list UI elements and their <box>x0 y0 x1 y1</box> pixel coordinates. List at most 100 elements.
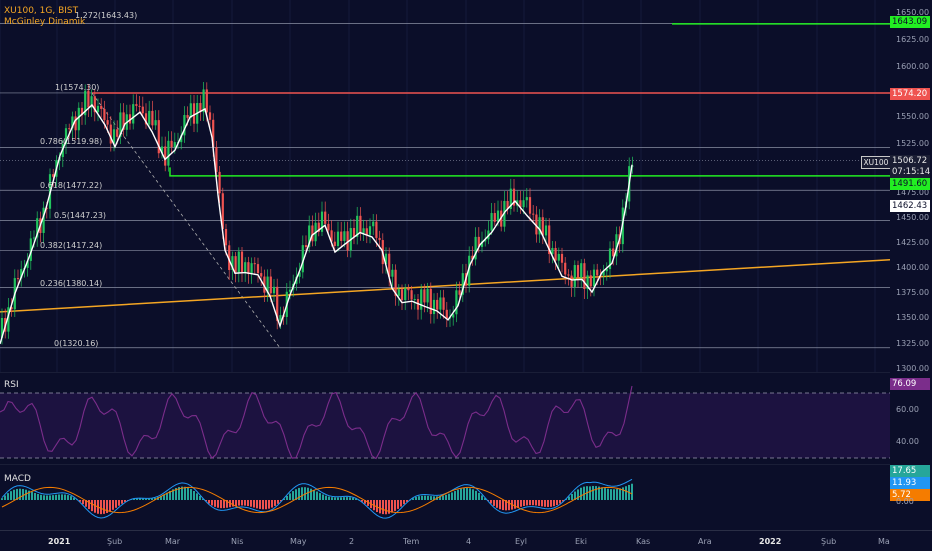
candle-body <box>420 289 423 310</box>
candle-body <box>602 271 605 276</box>
price-chart[interactable] <box>0 0 890 372</box>
macd-histogram-bar <box>382 500 384 515</box>
candle-body <box>333 241 336 246</box>
candle-body <box>368 226 372 235</box>
candle-body <box>36 218 39 238</box>
candle-body <box>557 253 560 261</box>
fib-label-0236: 0.236(1380.14) <box>40 279 103 288</box>
macd-histogram-bar <box>613 489 615 500</box>
candle-body <box>64 128 68 144</box>
symbol-label[interactable]: XU100, 1G, BIST <box>4 6 79 16</box>
candle-body <box>493 213 496 222</box>
price-tick: 1525.00 <box>896 139 930 148</box>
candle-body <box>231 256 234 270</box>
macd-histogram-bar <box>265 500 267 510</box>
candle-body <box>135 104 138 106</box>
macd-histogram-bar <box>550 500 552 507</box>
macd-histogram-bar <box>271 500 273 508</box>
candle-body <box>103 108 106 121</box>
macd-histogram-bar <box>178 487 180 500</box>
candle-body <box>324 211 327 224</box>
candle-body <box>532 213 535 215</box>
macd-histogram-bar <box>82 500 84 505</box>
macd-histogram-bar <box>61 494 63 500</box>
macd-histogram-bar <box>262 500 264 510</box>
candle-body <box>522 200 525 208</box>
candle-body <box>253 263 256 265</box>
candle-body <box>458 290 461 295</box>
candle-body <box>119 112 122 137</box>
macd-histogram-bar <box>214 500 216 507</box>
macd-histogram-bar <box>583 486 585 500</box>
rsi-title[interactable]: RSI <box>4 380 19 390</box>
macd-signal-line <box>1 486 633 514</box>
indicator-label[interactable]: McGinley Dinamik <box>4 17 86 27</box>
time-label: Şub <box>821 537 837 546</box>
macd-histogram-bar <box>118 500 120 506</box>
candle-body <box>148 110 151 125</box>
candle-body <box>234 256 237 273</box>
macd-histogram-bar <box>124 500 126 502</box>
candle-body <box>237 251 240 273</box>
macd-histogram-bar <box>601 487 603 500</box>
macd-histogram-bar <box>241 500 243 506</box>
macd-histogram-bar <box>79 500 81 502</box>
candle-body <box>199 103 202 113</box>
candle-body <box>87 90 90 108</box>
macd-histogram-bar <box>349 497 351 500</box>
red-line-price-tag: 1574.20 <box>890 88 930 100</box>
macd-histogram-bar <box>148 498 150 500</box>
time-label: 2021 <box>48 537 71 546</box>
candle-body <box>477 236 480 247</box>
candle-body <box>260 273 263 277</box>
rsi-chart[interactable] <box>0 372 890 464</box>
candle-body <box>583 263 586 290</box>
macd-histogram-bar <box>553 500 555 507</box>
macd-histogram-bar <box>535 500 537 506</box>
macd-histogram-bar <box>55 494 57 500</box>
macd-histogram-bar <box>526 500 528 506</box>
macd-histogram-bar <box>493 500 495 506</box>
candle-body <box>340 231 343 241</box>
macd-histogram-bar <box>343 497 345 500</box>
macd-histogram-bar <box>166 492 168 500</box>
candle-body <box>20 269 23 279</box>
macd-histogram-bar <box>322 494 324 500</box>
macd-histogram-bar <box>133 498 135 500</box>
macd-histogram-bar <box>346 497 348 500</box>
macd-histogram-bar <box>337 497 339 500</box>
candle-body <box>548 225 551 255</box>
candle-body <box>423 289 426 303</box>
macd-histogram-bar <box>256 500 258 509</box>
macd-histogram-bar <box>115 500 117 508</box>
macd-histogram-bar <box>604 488 606 500</box>
fib-label-1272: 1.272(1643.43) <box>75 11 138 20</box>
macd-histogram-bar <box>250 500 252 507</box>
macd-title[interactable]: MACD <box>4 474 31 484</box>
price-tick: 1475.00 <box>896 188 930 197</box>
candle-body <box>528 197 532 214</box>
candle-body <box>266 276 269 293</box>
time-label: Şub <box>107 537 123 546</box>
macd-histogram-bar <box>445 494 447 500</box>
candle-body <box>592 269 596 287</box>
price-tick: 1400.00 <box>896 263 930 272</box>
macd-histogram-bar <box>448 493 450 500</box>
macd-histogram-bar <box>199 495 201 500</box>
time-label: Ma <box>878 537 890 546</box>
macd-histogram-bar <box>4 495 6 500</box>
candle-body <box>496 210 500 222</box>
macd-histogram-bar <box>142 498 144 500</box>
macd-histogram-bar <box>400 500 402 507</box>
macd-chart[interactable] <box>0 464 890 530</box>
candle-body <box>109 124 112 144</box>
candle-body <box>564 262 567 275</box>
candle-body <box>468 255 471 286</box>
candle-body <box>189 103 192 118</box>
candle-body <box>352 228 356 237</box>
time-axis[interactable] <box>0 530 932 551</box>
macd-histogram-bar <box>181 486 183 500</box>
candle-body <box>384 253 388 265</box>
macd-histogram-bar <box>88 500 90 510</box>
